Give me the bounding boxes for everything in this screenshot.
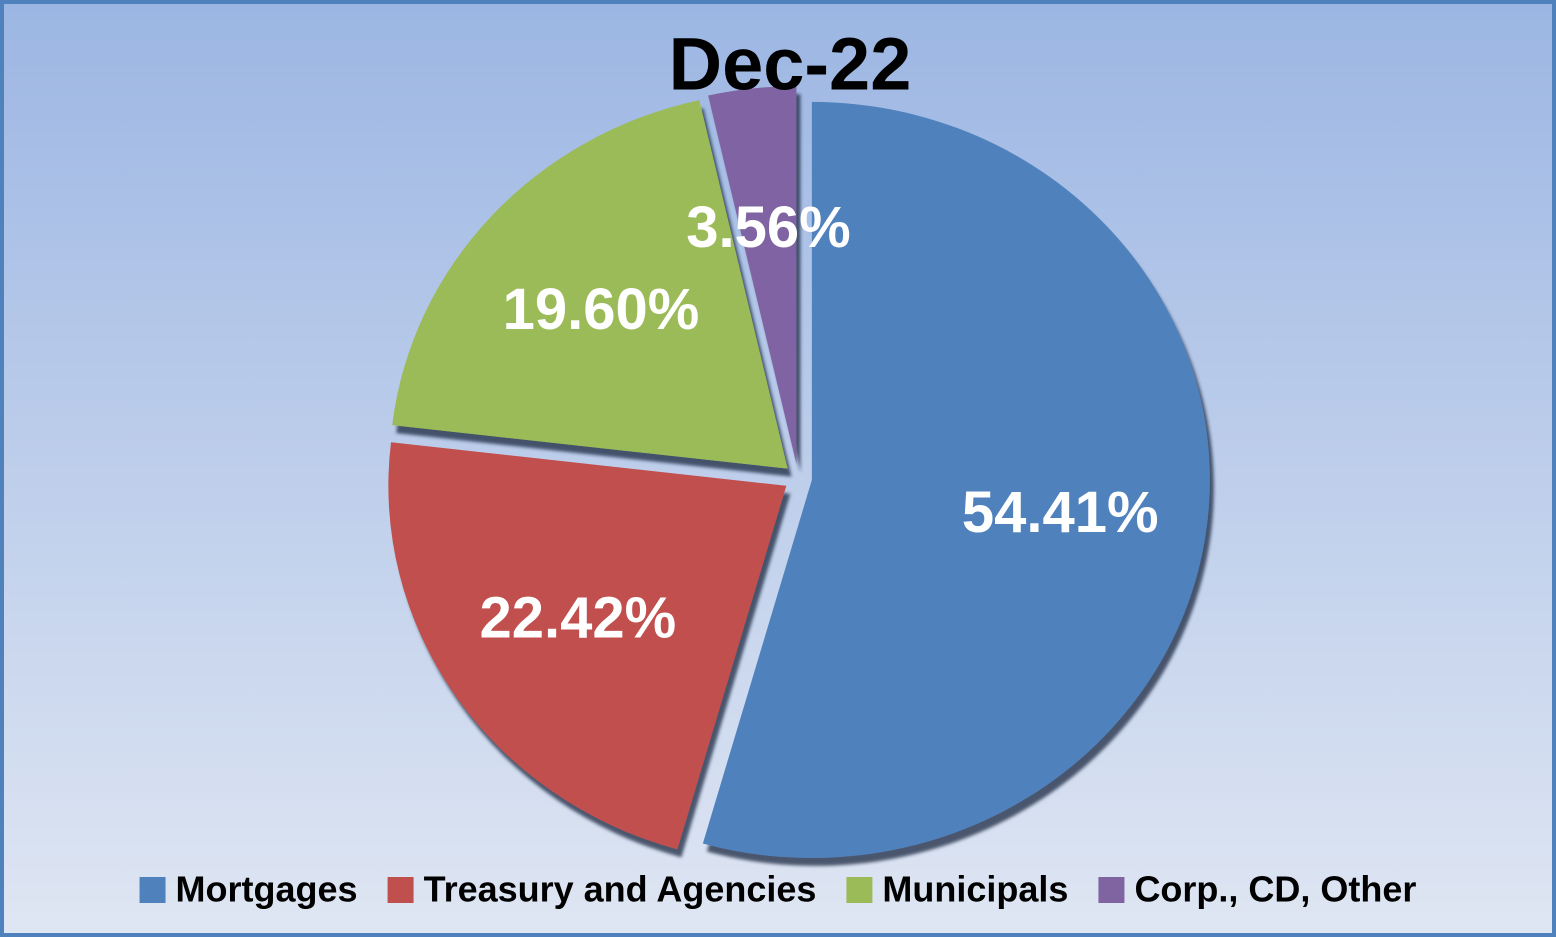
value-labels: 54.41% 22.42% 19.60% 3.56% xyxy=(480,195,1159,651)
data-label: 3.56% xyxy=(686,195,850,260)
legend-swatch xyxy=(846,877,873,903)
legend-label: Mortgages xyxy=(176,869,358,910)
pie-slice xyxy=(392,100,788,469)
legend-swatch xyxy=(1098,877,1125,903)
legend-swatch xyxy=(387,877,414,903)
data-label: 22.42% xyxy=(480,585,677,650)
pie-slice xyxy=(388,442,787,850)
data-label: 54.41% xyxy=(962,480,1159,545)
legend-swatch xyxy=(139,877,166,903)
pie-slice xyxy=(708,86,797,465)
data-label: 19.60% xyxy=(503,277,700,342)
pie-slice xyxy=(702,101,1210,858)
legend-label: Municipals xyxy=(882,869,1068,910)
pie xyxy=(388,86,1210,858)
legend: Mortgages Treasury and Agencies Municipals… xyxy=(139,869,1416,910)
legend-label: Treasury and Agencies xyxy=(424,869,817,910)
chart-title: Dec-22 xyxy=(669,23,912,106)
legend-label: Corp., CD, Other xyxy=(1134,869,1416,910)
